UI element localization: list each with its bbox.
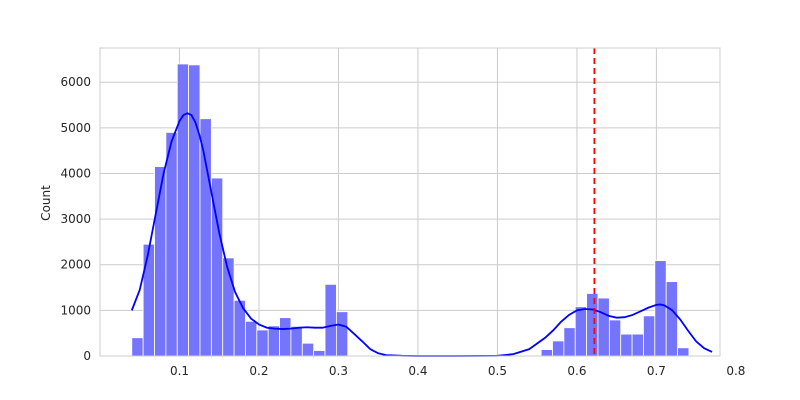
histogram-bar	[563, 327, 576, 357]
y-tick-label: 0	[83, 349, 91, 363]
histogram-bar	[665, 281, 678, 357]
histogram-bar	[654, 260, 667, 357]
y-tick-label: 3000	[60, 212, 91, 226]
histogram-bar	[199, 118, 212, 357]
histogram-bar	[313, 350, 326, 357]
x-tick-label: 0.6	[567, 364, 586, 378]
histogram-bar	[540, 349, 553, 357]
x-tick-label: 0.3	[329, 364, 348, 378]
y-tick-label: 1000	[60, 303, 91, 317]
histogram-bar	[301, 342, 315, 357]
y-tick-label: 6000	[60, 75, 91, 89]
histogram-bar	[165, 132, 178, 357]
histogram-bar	[631, 333, 644, 357]
y-tick-label: 4000	[60, 166, 91, 180]
histogram-bar	[256, 329, 269, 357]
plot-frame	[99, 47, 721, 357]
x-tick-label: 0.7	[647, 364, 666, 378]
histogram-bar	[131, 337, 144, 357]
y-axis-ticks: 0 1000 2000 3000 4000 5000 6000	[60, 75, 91, 363]
x-tick-label: 0.4	[408, 364, 427, 378]
histogram-bar	[608, 319, 622, 357]
x-tick-label: 0.5	[488, 364, 507, 378]
histogram-bar	[176, 63, 190, 357]
x-axis-ticks: 0.1 0.2 0.3 0.4 0.5 0.6 0.7 0.8	[170, 364, 746, 378]
y-tick-label: 5000	[60, 121, 91, 135]
x-tick-label: 0.1	[170, 364, 189, 378]
kde-curve	[130, 112, 713, 357]
x-tick-label: 0.8	[726, 364, 745, 378]
histogram-bar	[188, 64, 201, 357]
histogram-bars	[131, 63, 690, 357]
x-tick-label: 0.2	[249, 364, 268, 378]
y-tick-label: 2000	[60, 258, 91, 272]
histogram-bar	[677, 347, 690, 357]
histogram-bar	[620, 333, 633, 357]
histogram-bar	[279, 317, 292, 357]
histogram-bar	[586, 293, 599, 357]
histogram-bar	[267, 325, 280, 357]
histogram-bar	[324, 283, 337, 357]
histogram-bar	[335, 311, 349, 357]
histogram-bar	[142, 243, 155, 357]
histogram-bar	[643, 315, 656, 357]
histogram-bar	[597, 297, 610, 357]
histogram-bar	[552, 340, 565, 357]
histogram-bar	[245, 320, 258, 357]
histogram-bar	[574, 306, 588, 357]
y-axis-label: Count	[39, 185, 53, 221]
histogram-bar	[290, 325, 303, 357]
